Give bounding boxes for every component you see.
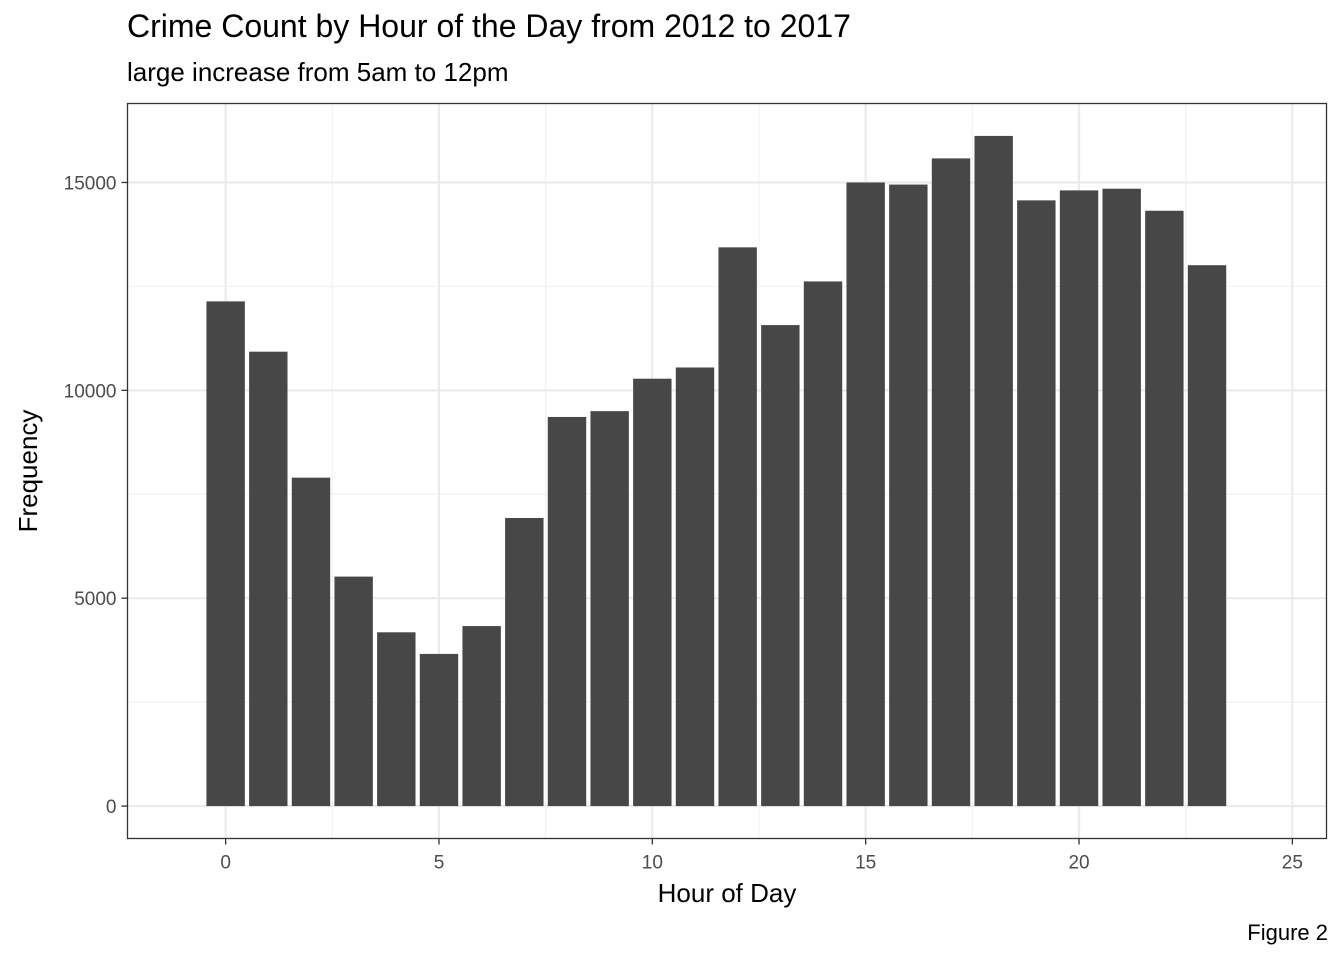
- bar-hour-1: [249, 351, 288, 807]
- x-tick-label: 15: [855, 853, 876, 874]
- bar-hour-4: [377, 632, 416, 807]
- y-axis-title: Frequency: [13, 410, 43, 533]
- bar-hour-20: [1059, 190, 1099, 807]
- y-tick-label: 10000: [64, 381, 117, 402]
- x-axis-ticks: 0 5 10 15 20 25: [220, 838, 1303, 874]
- bar-hour-3: [334, 576, 373, 807]
- bar-hour-14: [803, 281, 843, 807]
- bar-hour-2: [291, 477, 331, 807]
- bar-hour-17: [931, 158, 971, 807]
- x-tick-label: 0: [220, 853, 231, 874]
- bar-hour-6: [462, 626, 501, 807]
- bar-hour-19: [1017, 200, 1056, 807]
- panel-border: [126, 102, 1328, 840]
- bar-hour-0: [206, 301, 245, 807]
- bars: [206, 135, 1227, 807]
- bar-hour-13: [761, 325, 800, 807]
- bar-hour-10: [633, 378, 672, 807]
- y-tick-label: 15000: [64, 173, 117, 194]
- y-axis-ticks: 0 5000 10000 15000: [64, 173, 128, 818]
- bar-hour-8: [547, 416, 587, 807]
- x-tick-label: 5: [434, 853, 445, 874]
- y-tick-label: 0: [106, 797, 117, 818]
- y-tick-label: 5000: [74, 589, 116, 610]
- x-tick-label: 25: [1282, 853, 1303, 874]
- bar-hour-5: [419, 653, 459, 807]
- figure-caption: Figure 2: [1247, 920, 1328, 945]
- bar-hour-12: [718, 247, 757, 807]
- bar-hour-22: [1145, 210, 1184, 807]
- x-tick-label: 20: [1068, 853, 1089, 874]
- bar-hour-15: [846, 182, 885, 807]
- bar-hour-16: [889, 184, 928, 807]
- x-axis-title: Hour of Day: [658, 878, 797, 908]
- bar-hour-23: [1187, 265, 1227, 807]
- bar-hour-18: [974, 135, 1013, 807]
- chart-title: Crime Count by Hour of the Day from 2012…: [127, 8, 851, 44]
- chart-subtitle: large increase from 5am to 12pm: [127, 57, 509, 87]
- bar-hour-21: [1102, 188, 1141, 807]
- bar-hour-11: [675, 367, 715, 807]
- bar-hour-9: [590, 411, 629, 807]
- bar-hour-7: [505, 517, 544, 807]
- x-tick-label: 10: [642, 853, 663, 874]
